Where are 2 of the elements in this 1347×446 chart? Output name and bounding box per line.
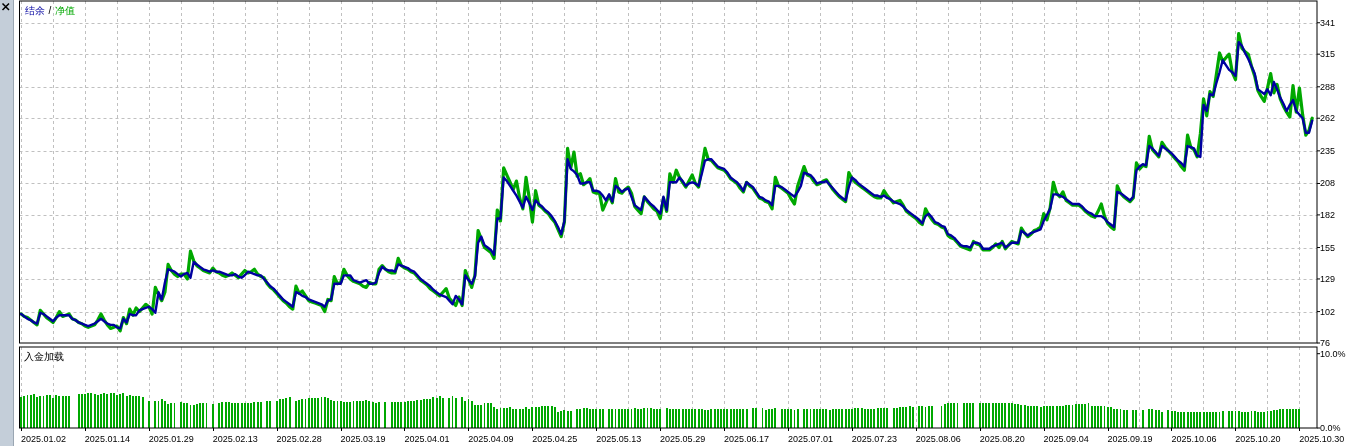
title: 入金加载	[23, 350, 64, 362]
annotation: /	[48, 4, 52, 16]
